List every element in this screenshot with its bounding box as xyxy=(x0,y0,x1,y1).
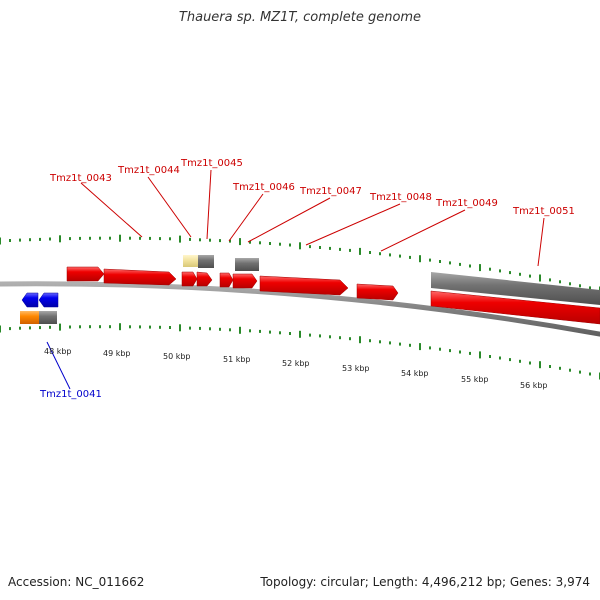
gene-arrow[interactable] xyxy=(21,292,39,308)
genome-title: Thauera sp. MZ1T, complete genome xyxy=(178,10,422,25)
scale-label: 56 kbp xyxy=(520,381,548,390)
leader-line xyxy=(228,193,264,242)
gene-arrow[interactable] xyxy=(103,268,177,286)
forward-strand-genes xyxy=(66,266,600,325)
scale-label: 50 kbp xyxy=(163,352,191,361)
gray-feature[interactable] xyxy=(39,311,57,324)
scale-label: 48 kbp xyxy=(44,347,72,356)
scale-label: 49 kbp xyxy=(103,349,131,358)
gene-arrow[interactable] xyxy=(356,283,399,301)
gene-arrow[interactable] xyxy=(259,275,349,296)
leader-line xyxy=(80,182,143,238)
leader-line xyxy=(305,203,401,246)
gene-arrow[interactable] xyxy=(38,292,59,308)
gene-label[interactable]: Tmz1t_0044 xyxy=(117,165,180,176)
gene-label[interactable]: Tmz1t_0045 xyxy=(180,158,243,169)
leader-line xyxy=(380,209,466,252)
leader-line xyxy=(206,169,212,240)
orange-feature[interactable] xyxy=(20,311,39,324)
gene-label[interactable]: Tmz1t_0046 xyxy=(232,182,295,193)
gray-feature[interactable] xyxy=(198,255,214,268)
leader-line xyxy=(537,217,545,267)
pale-feature[interactable] xyxy=(183,255,198,267)
outer-tick-marks xyxy=(0,234,600,294)
gene-arrow[interactable] xyxy=(219,272,234,288)
other-features xyxy=(183,255,600,305)
leader-line xyxy=(247,197,331,243)
genome-map: Tmz1t_0043 Tmz1t_0044 Tmz1t_0045 Tmz1t_0… xyxy=(0,158,600,400)
gene-labels: Tmz1t_0043 Tmz1t_0044 Tmz1t_0045 Tmz1t_0… xyxy=(39,158,575,400)
gray-feature[interactable] xyxy=(431,272,600,305)
genome-summary-text: Topology: circular; Length: 4,496,212 bp… xyxy=(260,575,590,589)
gene-label[interactable]: Tmz1t_0041 xyxy=(39,389,102,400)
gene-label[interactable]: Tmz1t_0043 xyxy=(49,173,112,184)
gene-label[interactable]: Tmz1t_0048 xyxy=(369,192,432,203)
gene-label[interactable]: Tmz1t_0051 xyxy=(512,206,575,217)
gene-arrow[interactable] xyxy=(196,271,213,287)
gene-arrow[interactable] xyxy=(232,273,258,289)
scale-label: 53 kbp xyxy=(342,364,370,373)
gray-feature[interactable] xyxy=(235,258,259,271)
genome-backbone xyxy=(0,281,600,337)
accession-text: Accession: NC_011662 xyxy=(8,575,145,589)
gene-label[interactable]: Tmz1t_0049 xyxy=(435,198,498,209)
inner-tick-marks xyxy=(0,323,600,380)
gene-arrow[interactable] xyxy=(66,266,105,282)
scale-labels: 48 kbp 49 kbp 50 kbp 51 kbp 52 kbp 53 kb… xyxy=(44,347,548,390)
scale-label: 55 kbp xyxy=(461,375,489,384)
label-leaders xyxy=(46,169,545,390)
scale-label: 52 kbp xyxy=(282,359,310,368)
leader-line-blue xyxy=(46,341,71,390)
gene-arrow[interactable] xyxy=(181,271,198,287)
gene-label[interactable]: Tmz1t_0047 xyxy=(299,186,362,197)
gene-arrow[interactable] xyxy=(430,290,600,325)
reverse-strand-genes xyxy=(20,292,59,324)
scale-label: 51 kbp xyxy=(223,355,251,364)
scale-label: 54 kbp xyxy=(401,369,429,378)
leader-line xyxy=(147,176,192,238)
